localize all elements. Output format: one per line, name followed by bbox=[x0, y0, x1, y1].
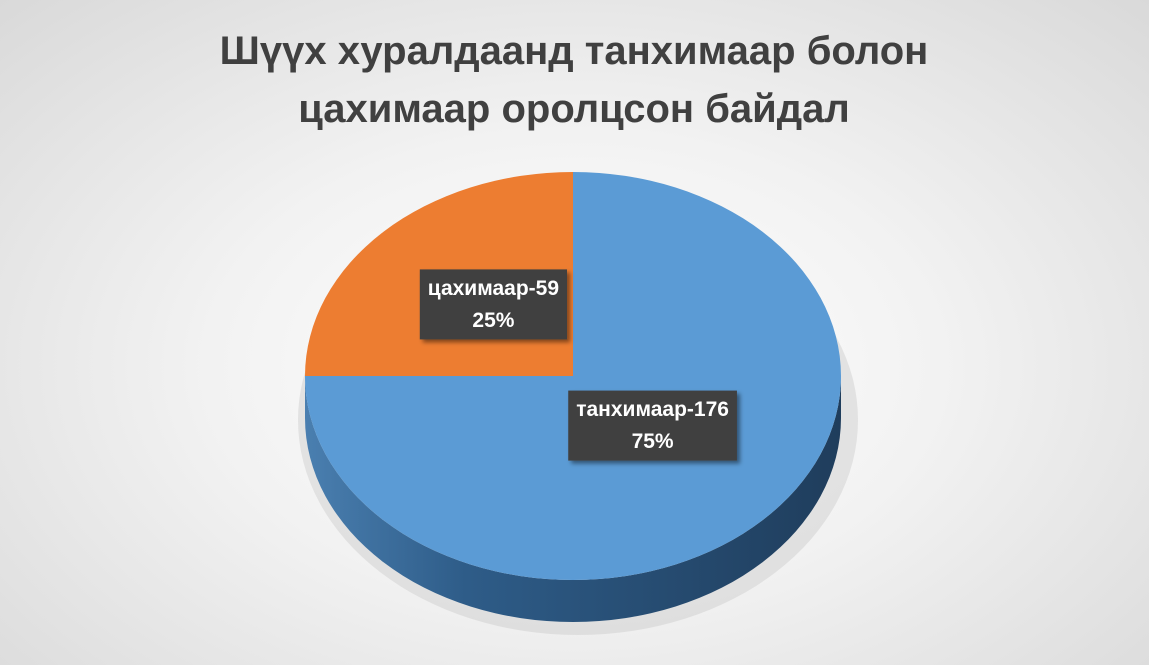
label-category: танхимаар-176 bbox=[576, 398, 729, 421]
label-category: цахимаар-59 bbox=[428, 277, 559, 300]
slice-side bbox=[305, 376, 841, 622]
chart-title: Шүүх хуралдаанд танхимаар болон цахимаар… bbox=[219, 29, 929, 131]
data-label: цахимаар-59 25% bbox=[419, 269, 568, 340]
pie-sides bbox=[305, 376, 841, 622]
pie-tops bbox=[305, 172, 841, 580]
data-labels: танхимаар-176 75% цахимаар-59 25% bbox=[419, 269, 737, 461]
label-box bbox=[568, 390, 737, 461]
label-box bbox=[419, 269, 568, 340]
label-percent: 25% bbox=[472, 309, 514, 332]
data-label: танхимаар-176 75% bbox=[568, 390, 737, 461]
label-percent: 75% bbox=[632, 430, 674, 453]
